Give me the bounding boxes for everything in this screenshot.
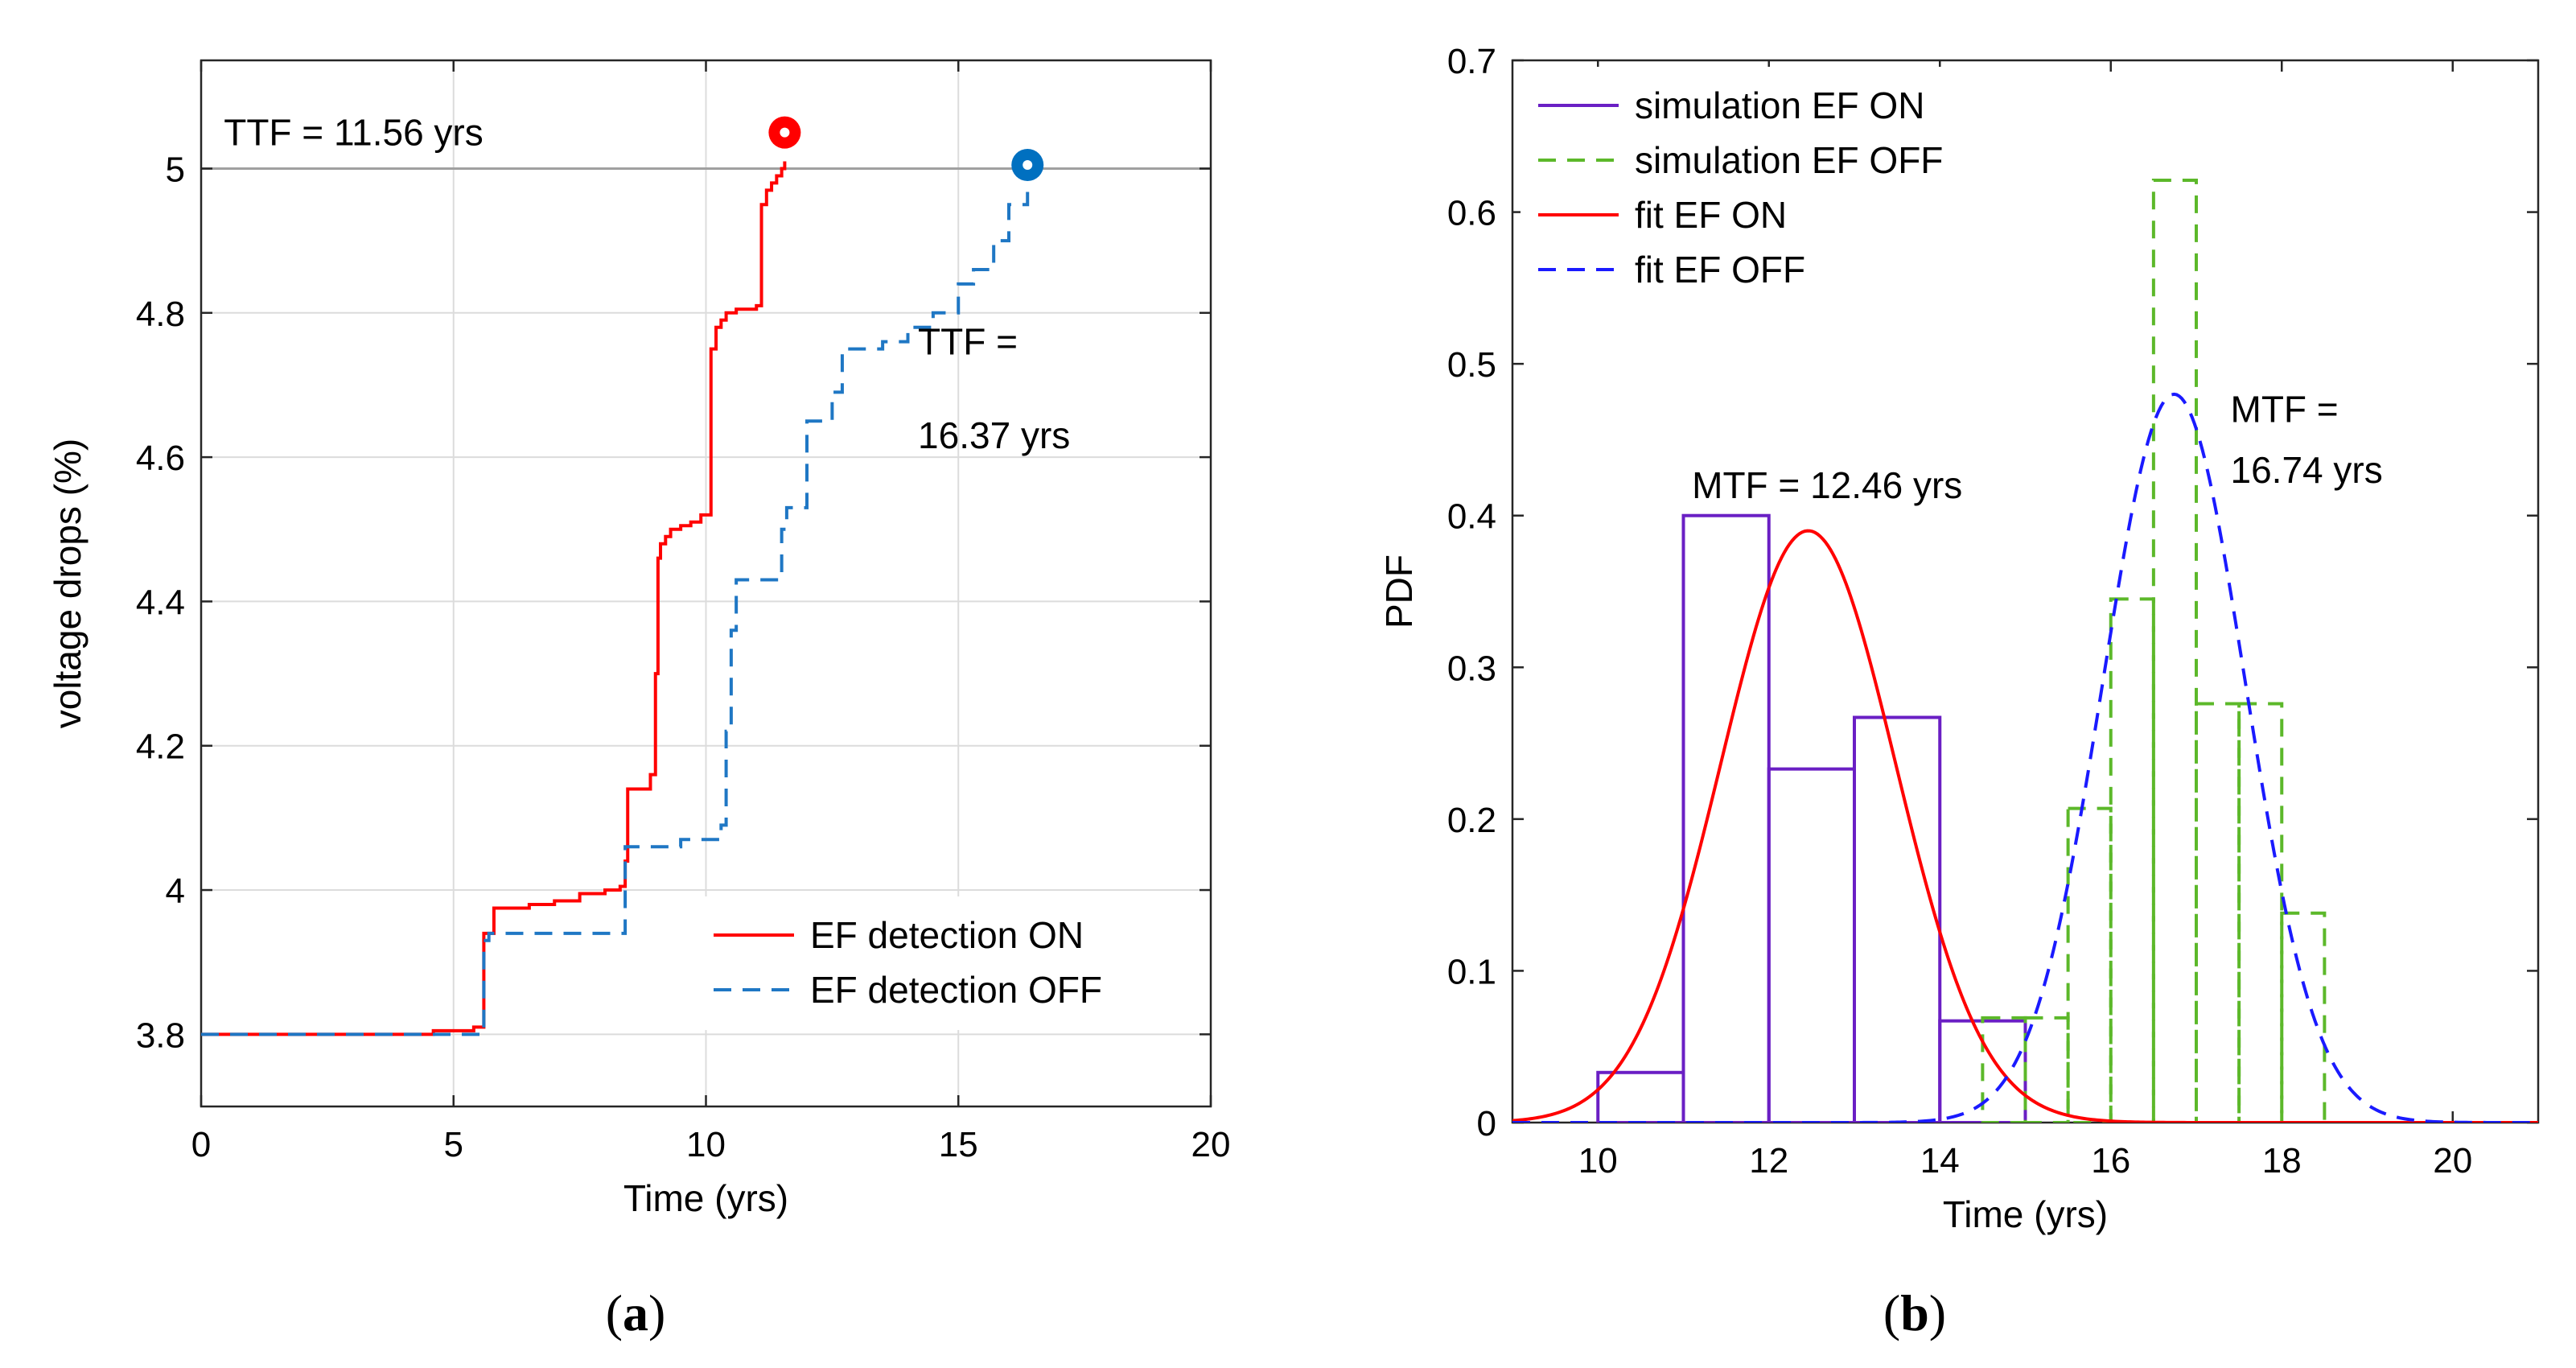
histogram-bar [2195,702,2241,1123]
x-tick-label: 5 [444,1125,463,1164]
y-tick-label: 4.4 [136,583,185,622]
histogram-bar [1767,767,1856,1123]
ttf-marker-center [780,127,790,138]
annotation-text: 16.37 yrs [918,414,1070,456]
legend-label: EF detection OFF [810,969,1102,1011]
y-tick-label: 0.3 [1447,649,1496,688]
x-tick-label: 16 [2091,1141,2130,1181]
y-tick-label: 0.7 [1447,42,1496,81]
caption-a: (a) [605,1284,666,1341]
y-tick-label: 0.2 [1447,801,1496,840]
y-tick-label: 4.2 [136,727,185,767]
histogram-bar [2109,597,2155,1123]
y-tick-label: 4.8 [136,295,185,334]
x-axis-label: Time (yrs) [1943,1193,2108,1235]
annotation-text: TTF = [918,321,1018,363]
x-tick-label: 10 [686,1125,726,1164]
x-axis-label: Time (yrs) [623,1177,788,1219]
histogram-bar [1681,513,1771,1123]
annotation-text: 16.74 yrs [2231,449,2383,491]
histogram-bar [1981,1016,2027,1123]
caption-b-label: b [1900,1284,1929,1341]
ttf-marker-center [1023,160,1033,170]
x-tick-label: 20 [1191,1125,1231,1164]
y-tick-label: 4 [166,871,185,911]
annotation-text: MTF = 12.46 yrs [1692,464,1962,506]
y-axis-label: voltage drops (%) [47,439,88,729]
legend-label: EF detection ON [810,914,1084,956]
y-axis-label: PDF [1378,554,1420,628]
legend-label: fit EF OFF [1635,249,1805,290]
x-tick-label: 18 [2262,1141,2302,1181]
caption-b: (b) [1883,1284,1947,1341]
y-tick-label: 5 [166,150,185,189]
y-tick-label: 0.5 [1447,345,1496,385]
y-tick-label: 0.6 [1447,194,1496,233]
chart-panel-b: 10 12 14 16 18 20 0 0.1 0.2 0.3 0.4 0.5 0.6 0.7 Time (… [1378,42,2540,1235]
chart-panel-a: 0 5 10 15 20 3.8 4 4.2 4.4 4.6 4.8 5 Time (yrs) volta… [47,59,1231,1219]
annotation-text: MTF = [2231,389,2339,431]
plot-area [201,161,1030,1036]
histogram-bar [1853,715,1942,1123]
y-tick-label: 0 [1477,1104,1496,1143]
histogram-bar [2151,178,2198,1123]
legend-label: simulation EF ON [1635,84,1924,126]
histogram-bar [2280,911,2327,1123]
legend-label: fit EF ON [1635,194,1787,236]
legend: EF detection ON EF detection OFF [696,896,1195,1030]
series-line-off [201,168,1030,1036]
fit-curve [1512,529,2538,1123]
histogram-bar [1596,1070,1685,1123]
x-tick-label: 0 [191,1125,211,1164]
histogram-bar [2066,806,2113,1123]
series-line-on [201,161,787,1036]
y-tick-label: 3.8 [136,1016,185,1055]
y-tick-label: 0.1 [1447,952,1496,991]
plot-area [1512,178,2538,1123]
legend: simulation EF ON simulation EF OFF fit EF … [1520,67,2084,302]
x-tick-label: 12 [1749,1141,1788,1181]
y-tick-label: 4.6 [136,439,185,478]
x-tick-label: 14 [1920,1141,1960,1181]
fit-curve [1512,392,2538,1123]
y-tick-label: 0.4 [1447,497,1496,537]
x-tick-label: 20 [2433,1141,2472,1181]
legend-box [696,896,1195,1030]
annotation-text: TTF = 11.56 yrs [224,112,484,154]
x-tick-label: 15 [939,1125,978,1164]
legend-label: simulation EF OFF [1635,139,1943,181]
caption-a-label: a [623,1284,648,1341]
x-tick-label: 10 [1578,1141,1618,1181]
